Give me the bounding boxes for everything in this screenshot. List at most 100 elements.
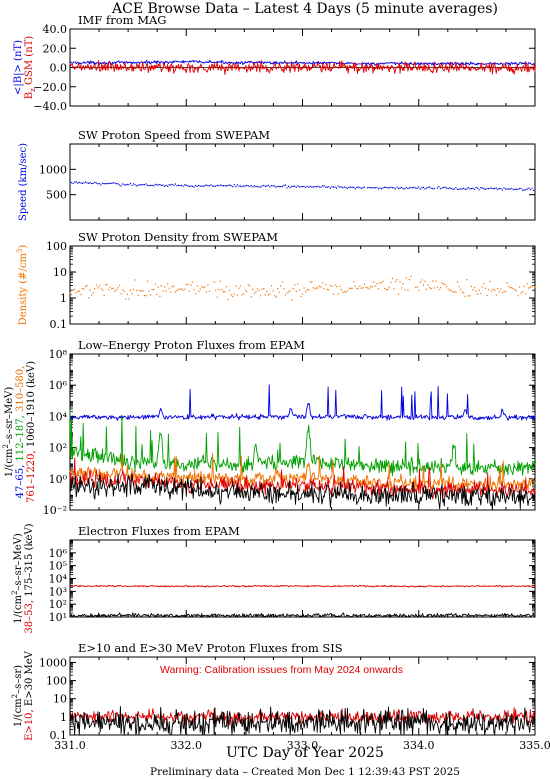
y-tick-label: 100 (46, 240, 67, 253)
y-tick-label: 0.1 (50, 729, 68, 742)
data-point (314, 186, 316, 188)
data-point (373, 281, 375, 283)
y-tick-label: 10¹ (49, 611, 67, 624)
data-point (167, 283, 169, 285)
y-tick-label: 10⁰ (49, 473, 68, 486)
data-point (81, 287, 83, 290)
data-point (531, 187, 533, 189)
data-point (481, 187, 483, 189)
data-point (385, 289, 387, 291)
data-point (308, 186, 310, 188)
data-point (388, 286, 390, 288)
y-tick-label: 10⁴ (49, 573, 68, 586)
data-point (230, 294, 232, 296)
y-axis-label-sub: z (29, 88, 37, 92)
data-point (100, 287, 102, 290)
data-point (239, 185, 242, 187)
data-point (377, 288, 380, 290)
panel-title: E>10 and E>30 MeV Proton Fluxes from SIS (78, 641, 343, 655)
data-point (503, 187, 505, 189)
data-point (247, 284, 249, 286)
y-axis-label-part: 175–315 (keV) (24, 523, 35, 596)
series-line (69, 707, 536, 726)
y-tick-label: −40.0 (33, 100, 67, 113)
data-point (401, 287, 403, 289)
data-point (390, 186, 392, 188)
data-point (286, 292, 288, 294)
data-point (246, 290, 248, 293)
data-point (173, 285, 175, 287)
data-point (311, 186, 313, 188)
data-point (367, 287, 369, 289)
data-point (227, 184, 229, 187)
data-point (182, 185, 184, 187)
data-point (199, 288, 201, 290)
data-point (117, 183, 119, 185)
data-point (393, 187, 395, 189)
data-point (475, 290, 477, 292)
data-point (478, 189, 480, 191)
data-point (463, 292, 465, 294)
data-point (523, 285, 525, 287)
y-axis-label-part: E>30 MeV (24, 650, 35, 706)
data-point (111, 288, 113, 290)
data-point (394, 281, 397, 283)
data-point (150, 184, 152, 187)
data-point (70, 293, 73, 296)
data-point (122, 289, 124, 291)
data-point (356, 186, 358, 189)
data-point (342, 291, 344, 293)
data-point (529, 286, 531, 288)
data-point (483, 282, 485, 285)
data-point (281, 281, 283, 283)
data-point (308, 289, 310, 291)
data-point (171, 286, 173, 288)
data-point (326, 186, 328, 188)
data-point (89, 182, 91, 184)
data-point (80, 182, 82, 184)
data-point (153, 185, 155, 187)
data-point (145, 295, 147, 297)
footer-note: Preliminary data – Created Mon Dec 1 12:… (150, 766, 460, 778)
data-point (340, 186, 342, 188)
data-point (261, 185, 263, 187)
data-point (280, 186, 282, 188)
series-line (69, 472, 536, 511)
data-point (236, 184, 238, 186)
data-point (70, 182, 73, 184)
data-point (246, 184, 248, 187)
data-point (131, 184, 133, 187)
data-point (463, 187, 465, 189)
data-point (95, 284, 97, 286)
data-point (469, 188, 471, 190)
data-point (129, 182, 132, 185)
data-point (478, 289, 480, 291)
data-point (442, 283, 445, 285)
data-point (101, 289, 104, 291)
data-point (430, 187, 432, 189)
data-point (303, 185, 305, 188)
panel-1: −40.0 −20.0 0.0 20.0 40.0 IMF from MAG <|B|> (… (13, 13, 536, 113)
data-point (88, 182, 90, 184)
data-point (379, 282, 381, 284)
data-point (77, 182, 79, 184)
data-point (379, 187, 381, 189)
data-point (272, 290, 274, 292)
data-point (523, 189, 525, 191)
data-point (177, 288, 180, 290)
panel-3: 0.1 1 10 100 SW Proton Density from SWEPAM De… (16, 230, 536, 331)
data-point (258, 289, 260, 292)
data-point (295, 290, 297, 292)
data-point (201, 185, 203, 187)
data-point (370, 186, 372, 189)
data-point (332, 293, 335, 295)
data-point (284, 184, 287, 186)
data-point (250, 184, 252, 187)
figure-title: ACE Browse Data – Latest 4 Days (5 minut… (111, 1, 498, 17)
data-point (134, 279, 136, 281)
data-point (190, 284, 192, 286)
data-point (484, 188, 486, 190)
data-point (470, 285, 473, 288)
y-tick-label: 10⁶ (49, 547, 68, 560)
data-point (208, 185, 211, 187)
